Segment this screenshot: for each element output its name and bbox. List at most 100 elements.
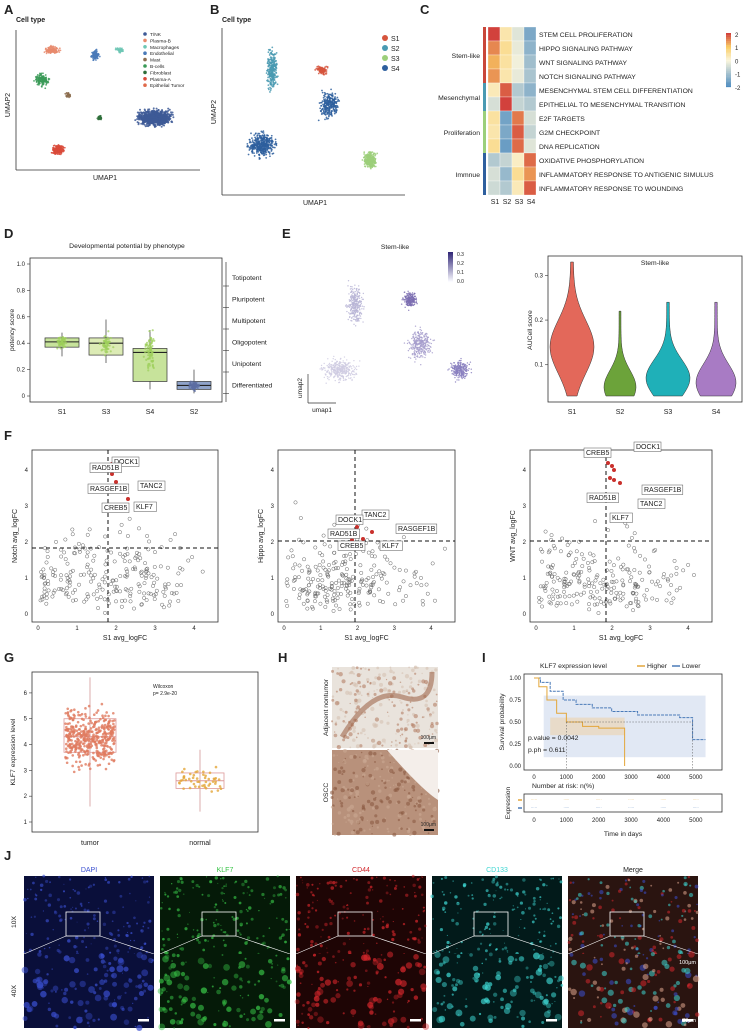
umap-point (272, 68, 275, 71)
umap-point (325, 71, 328, 73)
umap-point (405, 303, 407, 305)
umap-point (157, 109, 160, 112)
legend-swatch (143, 32, 147, 36)
data-point (146, 347, 149, 350)
umap-point (321, 107, 324, 110)
umap-point (145, 123, 148, 126)
umap-point (250, 132, 252, 135)
umap-point (465, 366, 468, 369)
umap-point (271, 61, 273, 63)
umap-point (323, 376, 326, 379)
umap-point (155, 107, 158, 110)
colorbar-step (726, 73, 731, 75)
umap-point (334, 358, 336, 361)
data-point (56, 340, 59, 343)
umap-point (274, 76, 277, 79)
umap-point (404, 301, 406, 303)
box (176, 369, 212, 394)
gene-point (154, 588, 159, 593)
umap-point (409, 301, 411, 304)
umap-point (258, 141, 260, 144)
umap-point (264, 147, 267, 150)
gene-point (66, 594, 71, 599)
heatmap-cell (499, 40, 513, 56)
umap-point (140, 116, 143, 119)
colorbar: 210-1-2 (726, 33, 741, 92)
umap-point (468, 363, 470, 366)
umap-point (353, 368, 356, 371)
scale-step (448, 256, 453, 258)
umap-point (411, 337, 413, 340)
umap-point (365, 158, 367, 161)
umap-point (261, 135, 263, 137)
umap-point (44, 87, 47, 90)
umap-point (60, 145, 63, 148)
gene-point (112, 559, 117, 564)
umap-point (262, 154, 265, 157)
umap-point (266, 62, 269, 64)
data-point (151, 344, 154, 348)
umap-point (344, 362, 347, 364)
umap-point (460, 367, 462, 369)
umap-point (254, 136, 256, 139)
umap-point (43, 77, 46, 80)
umap-point (269, 146, 271, 149)
umap-point (424, 338, 426, 340)
umap-point (461, 374, 464, 376)
umap-point (324, 72, 327, 75)
umap-point (262, 140, 265, 143)
heatmap-cell (487, 124, 501, 140)
data-point (147, 339, 151, 342)
gene-point (175, 583, 180, 588)
colorbar-tick: -1 (735, 73, 741, 79)
umap-point (45, 47, 47, 50)
umap-point (331, 368, 333, 371)
umap-point (317, 119, 320, 122)
umap-point (150, 110, 153, 113)
umap-point (355, 309, 357, 312)
data-point (64, 340, 67, 343)
umap-point (412, 340, 415, 342)
umap-point (270, 140, 273, 143)
umap-point (139, 111, 142, 114)
umap-point (136, 115, 139, 118)
x-tick-label: S1 (568, 409, 577, 416)
umap-point (328, 364, 330, 366)
heatmap-row-label: INFLAMMATORY RESPONSE TO WOUNDING (539, 186, 683, 193)
umap-point (335, 108, 338, 111)
umap-point (419, 352, 421, 355)
umap-point (269, 77, 272, 80)
umap-point (343, 356, 346, 358)
umap-point (349, 313, 351, 315)
data-point (193, 381, 197, 385)
umap-point (251, 144, 254, 146)
data-point (107, 341, 111, 344)
umap-point (275, 62, 278, 65)
umap-point (343, 368, 345, 370)
umap-point (49, 50, 52, 53)
umap-point (155, 121, 158, 124)
scale-step (448, 253, 453, 255)
heatmap-row-label: INFLAMMATORY RESPONSE TO ANTIGENIC SIMUL… (539, 172, 714, 179)
umap-point (100, 116, 103, 119)
umap-point (168, 113, 171, 116)
umap-point (266, 148, 268, 151)
umap-point (45, 52, 48, 55)
umap-point (145, 119, 148, 122)
umap-point (273, 74, 276, 77)
umap-point (99, 115, 102, 118)
gene-point (118, 551, 122, 556)
umap-point (407, 339, 409, 342)
umap-point (273, 53, 276, 55)
umap-point (335, 367, 337, 369)
umap-point (464, 368, 466, 371)
umap-point (272, 58, 275, 61)
panel-a-title: Cell type (16, 17, 45, 24)
umap-point (413, 351, 415, 353)
umap-point (358, 301, 360, 304)
umap-point (405, 295, 407, 298)
umap-point (470, 368, 472, 370)
legend: T/NKPlasma-BMacrophagesEndothelialMastB-… (143, 32, 185, 89)
